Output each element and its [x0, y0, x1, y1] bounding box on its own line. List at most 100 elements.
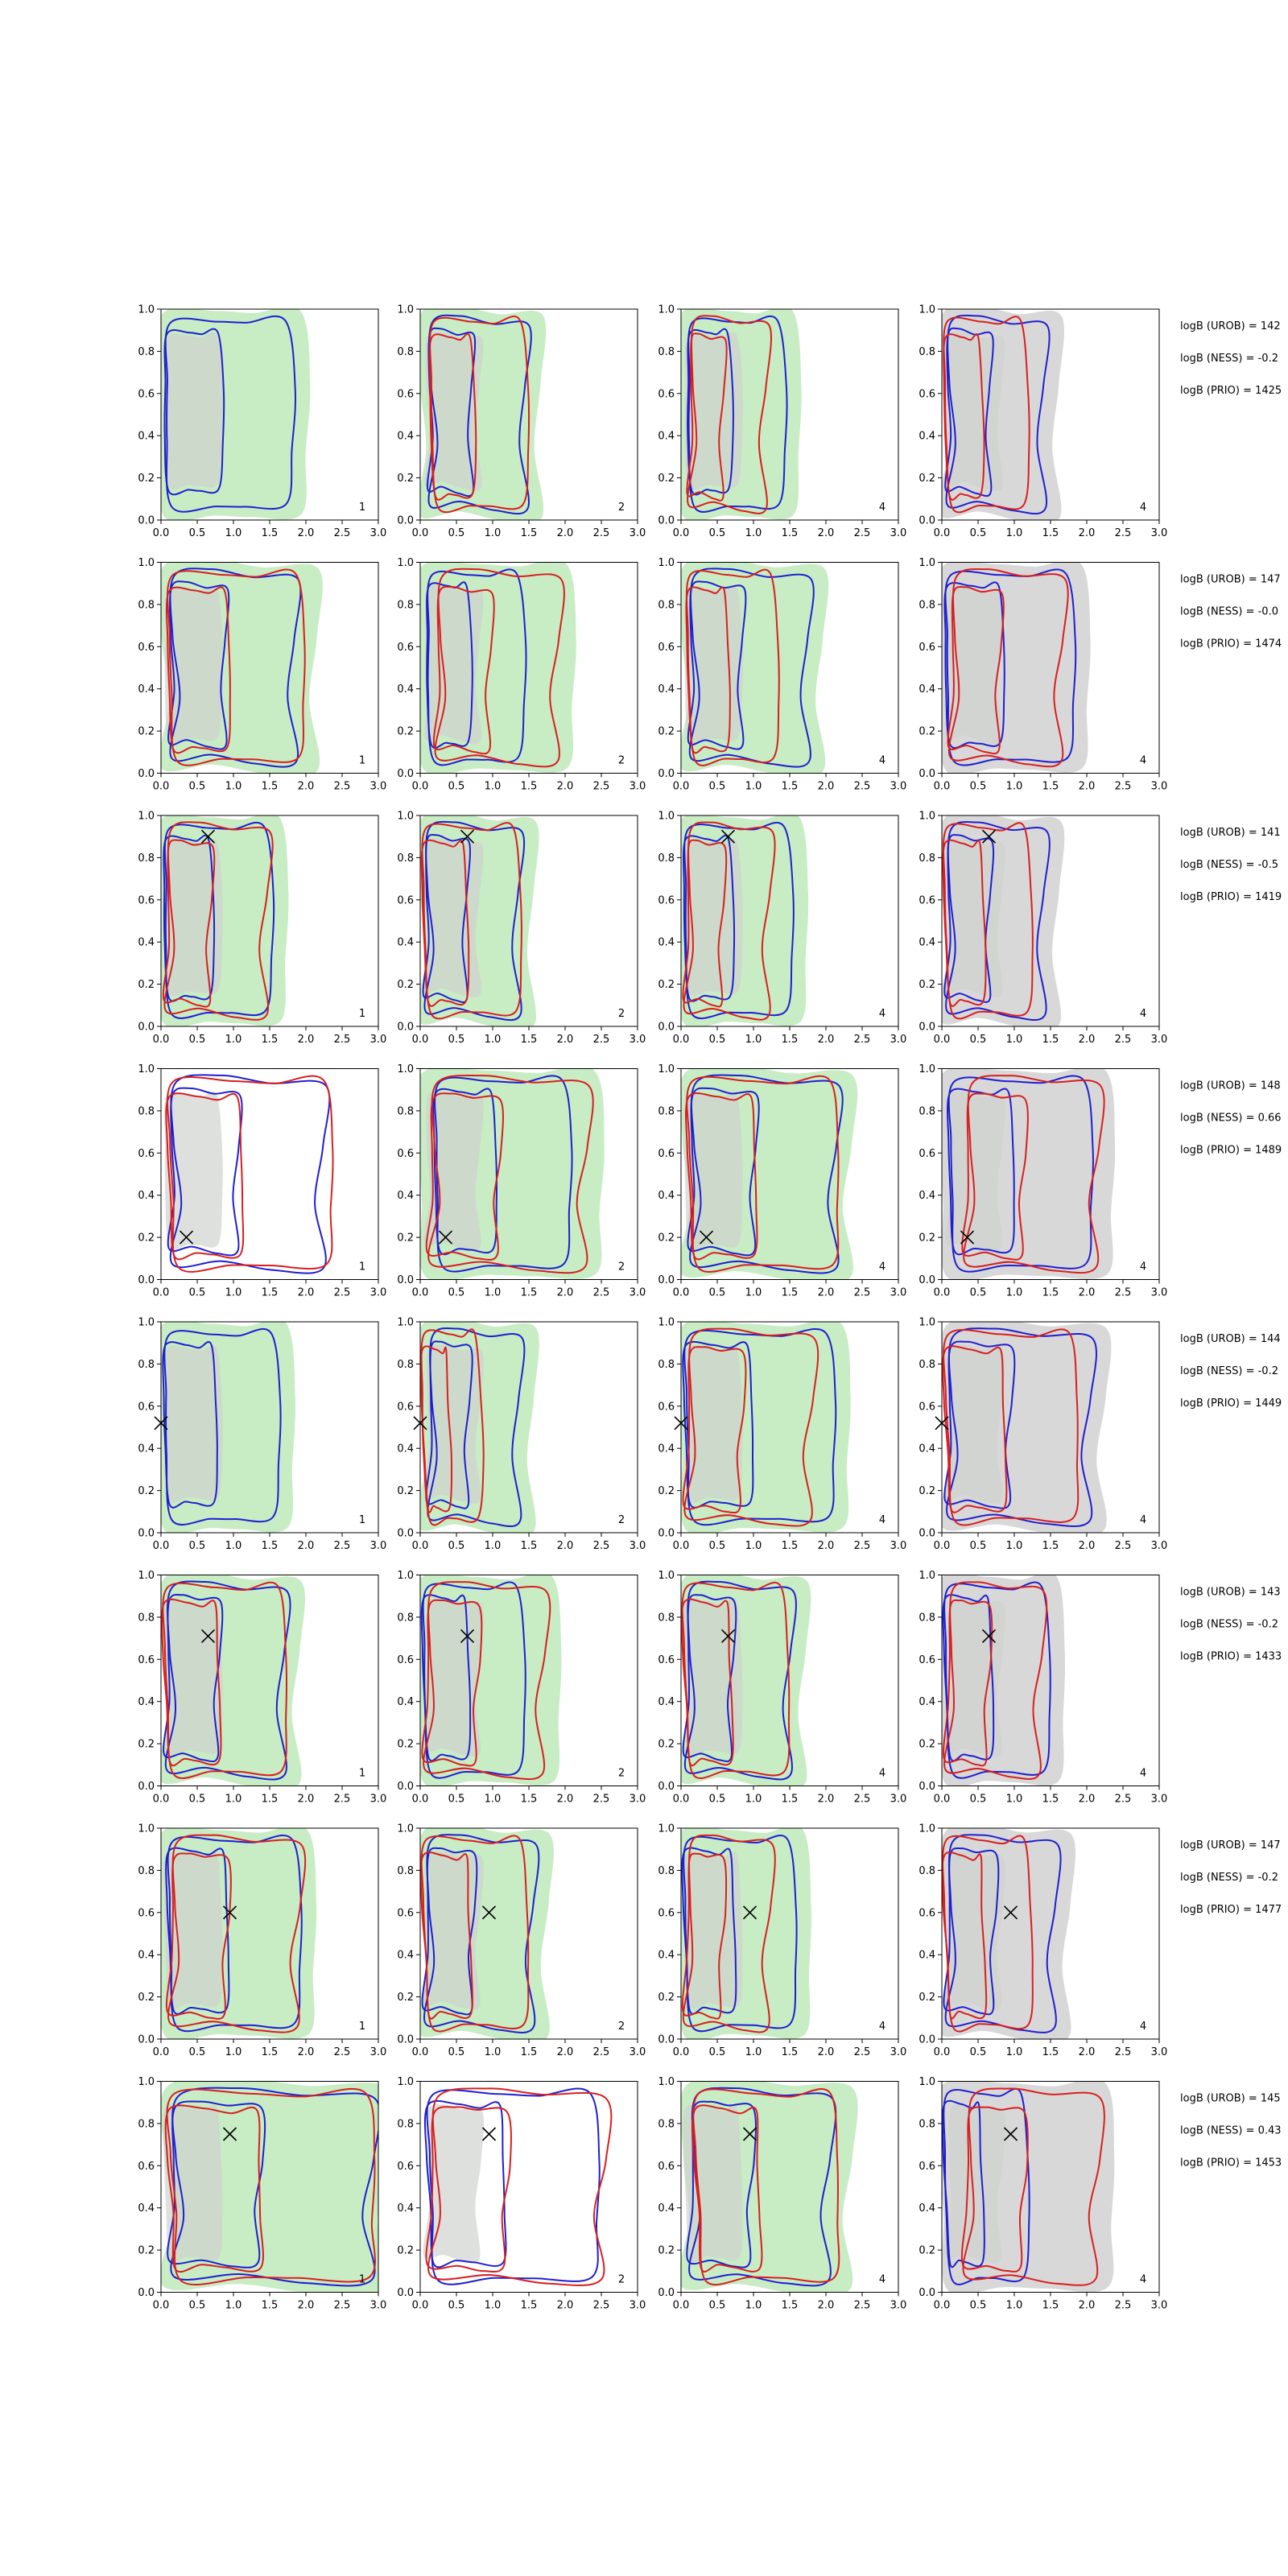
y-tick-label: 0.0 [397, 2034, 414, 2046]
core-fill [945, 1091, 1005, 1251]
y-tick-label: 1.0 [658, 2076, 675, 2088]
panel-6-1: 0.0 0.5 1.0 1.5 2.0 2.5 3.0 0.0 0.2 0.4 0.6 0.8 1.0 1 [138, 1570, 386, 1806]
panel-4-4: 0.0 0.5 1.0 1.5 2.0 2.5 3.0 0.0 0.2 0.4 0.6 0.8 1.0 4 [919, 1063, 1167, 1299]
panel-number: 4 [879, 755, 886, 767]
y-tick-label: 0.8 [919, 2118, 935, 2130]
x-tick-label: 0.5 [970, 1540, 987, 1552]
panel-number: 4 [879, 1514, 886, 1526]
y-tick-label: 1.0 [397, 304, 414, 316]
panel-7-4: 0.0 0.5 1.0 1.5 2.0 2.5 3.0 0.0 0.2 0.4 0.6 0.8 1.0 4 [919, 1823, 1167, 2059]
y-tick-label: 0.8 [919, 852, 935, 865]
truth-marker [481, 1905, 497, 1920]
x-tick-label: 3.0 [890, 1794, 907, 1806]
x-tick-label: 1.5 [1042, 1034, 1059, 1046]
blue-contour-inner [165, 1847, 230, 2015]
x-tick-label: 0.0 [673, 1034, 690, 1046]
panel-number: 4 [1140, 755, 1146, 767]
x-tick-label: 2.0 [298, 1794, 315, 1806]
panel-plot-area [681, 815, 809, 1026]
x-tick-label: 1.0 [1006, 1287, 1023, 1299]
y-tick-label: 0.4 [658, 1443, 675, 1455]
y-tick-label: 0.2 [138, 726, 155, 738]
y-tick-label: 0.0 [658, 1528, 675, 1540]
panel-number: 4 [879, 2021, 886, 2033]
y-tick-label: 0.8 [658, 1612, 675, 1624]
panel-number: 2 [618, 1514, 625, 1526]
y-tick-label: 0.6 [138, 1907, 155, 1919]
logb-annotation: logB (UROB) = 147 [1180, 1839, 1281, 1852]
y-tick-label: 0.2 [919, 1992, 935, 2004]
core-fill [946, 331, 1005, 492]
logb-annotation: logB (NESS) = -0.2 [1180, 1619, 1278, 1631]
panel-plot-area [420, 1068, 605, 1280]
panel-6-2: 0.0 0.5 1.0 1.5 2.0 2.5 3.0 0.0 0.2 0.4 0.6 0.8 1.0 2 [397, 1570, 646, 1806]
y-tick-label: 0.0 [138, 1274, 155, 1286]
x-tick-label: 2.0 [557, 527, 574, 539]
x-tick-label: 1.0 [225, 1794, 242, 1806]
x-tick-label: 1.5 [782, 1034, 799, 1046]
x-tick-label: 2.5 [593, 2046, 610, 2058]
blue-contour-inner [432, 1088, 498, 1256]
y-tick-label: 0.6 [138, 642, 155, 654]
logb-annotation: logB (PRIO) = 1474 [1180, 638, 1282, 650]
blue-contour-inner [686, 2100, 757, 2268]
panel-plot-area [161, 1322, 296, 1533]
x-tick-label: 0.0 [934, 2300, 951, 2312]
red-contour-inner [681, 1852, 728, 2020]
panel-3-3: 0.0 0.5 1.0 1.5 2.0 2.5 3.0 0.0 0.2 0.4 0.6 0.8 1.0 4 [658, 811, 906, 1046]
y-tick-label: 0.4 [397, 1950, 414, 1962]
logb-annotation: logB (UROB) = 143 [1180, 1587, 1281, 1599]
x-tick-label: 3.0 [370, 2046, 387, 2058]
panel-plot-area [161, 562, 323, 774]
y-tick-label: 0.4 [658, 683, 675, 696]
panel-number: 2 [618, 1261, 625, 1274]
x-tick-label: 2.5 [334, 1794, 351, 1806]
y-tick-label: 0.0 [138, 768, 155, 780]
panel-5-4: 0.0 0.5 1.0 1.5 2.0 2.5 3.0 0.0 0.2 0.4 0.6 0.8 1.0 4 [919, 1317, 1167, 1553]
x-tick-label: 0.0 [934, 1287, 951, 1299]
blue-contour-inner [425, 1340, 473, 1509]
panel-number: 1 [359, 1514, 365, 1526]
y-tick-label: 1.0 [397, 1063, 414, 1075]
y-tick-label: 0.8 [138, 346, 155, 358]
blue-contour-inner [167, 1087, 243, 1257]
y-tick-label: 0.2 [138, 979, 155, 991]
x-tick-label: 1.5 [782, 1540, 799, 1552]
x-tick-label: 1.5 [782, 1794, 799, 1806]
x-tick-label: 0.0 [673, 527, 690, 539]
core-fill [423, 1344, 484, 1504]
x-tick-label: 0.5 [189, 1540, 206, 1552]
y-tick-label: 0.8 [658, 599, 675, 611]
x-tick-label: 1.5 [782, 781, 799, 793]
x-tick-label: 3.0 [630, 1540, 646, 1552]
red-contour-inner [165, 1852, 232, 2020]
x-tick-label: 1.5 [1042, 1287, 1059, 1299]
y-tick-label: 0.8 [397, 599, 414, 611]
panel-plot-area [681, 562, 829, 774]
y-tick-label: 0.8 [138, 1105, 155, 1117]
y-tick-label: 0.6 [658, 642, 675, 654]
x-tick-label: 3.0 [890, 2046, 907, 2058]
x-tick-label: 0.0 [153, 781, 170, 793]
x-tick-label: 2.5 [854, 2300, 871, 2312]
red-contour-inner [421, 1599, 483, 1767]
panel-number: 4 [879, 502, 886, 514]
logb-annotation: logB (PRIO) = 1477 [1180, 1904, 1282, 1916]
x-tick-label: 0.0 [934, 2046, 951, 2058]
x-tick-label: 3.0 [1151, 2046, 1168, 2058]
logb-annotation: logB (PRIO) = 1419 [1180, 891, 1282, 903]
x-tick-label: 2.5 [593, 527, 610, 539]
y-tick-label: 1.0 [919, 1823, 935, 1835]
panel-3-2: 0.0 0.5 1.0 1.5 2.0 2.5 3.0 0.0 0.2 0.4 0.6 0.8 1.0 2 [397, 811, 646, 1046]
x-tick-label: 2.5 [593, 1287, 610, 1299]
y-tick-label: 0.4 [919, 937, 935, 949]
y-tick-label: 0.4 [658, 1190, 675, 1202]
x-tick-label: 0.5 [970, 1034, 987, 1046]
y-tick-label: 1.0 [658, 1823, 675, 1835]
x-tick-label: 0.5 [189, 1287, 206, 1299]
blue-contour-inner [943, 1340, 1016, 1509]
y-tick-label: 1.0 [658, 1063, 675, 1075]
x-tick-label: 0.0 [412, 2300, 429, 2312]
y-tick-label: 0.0 [658, 768, 675, 780]
x-tick-label: 1.0 [485, 2046, 502, 2058]
